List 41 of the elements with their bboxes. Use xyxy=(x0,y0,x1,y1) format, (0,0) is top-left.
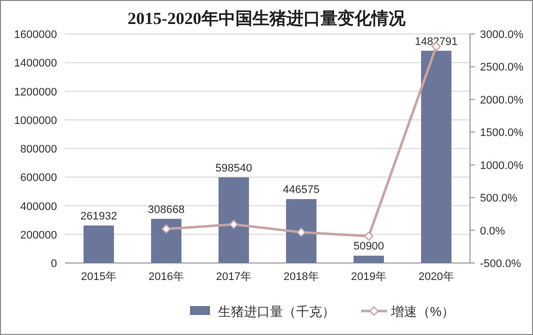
y2-tick-label: 2500.0% xyxy=(480,62,524,74)
y-tick-label: 1000000 xyxy=(14,114,57,127)
x-tick-label: 2016年 xyxy=(148,271,184,283)
x-tick-label: 2018年 xyxy=(284,271,319,283)
data-label: 50900 xyxy=(353,240,384,253)
bar xyxy=(84,226,114,263)
x-tick-label: 2020年 xyxy=(418,271,454,283)
y2-tick-label: 0.0% xyxy=(480,225,506,238)
point xyxy=(162,224,171,234)
y-tick-label: 1200000 xyxy=(14,86,57,98)
data-label: 261932 xyxy=(80,210,118,223)
x-tick-label: 2019年 xyxy=(351,271,386,283)
y-tick-label: 200000 xyxy=(20,229,57,242)
bar xyxy=(286,199,316,263)
y2-tick-label: -500.0% xyxy=(480,258,522,270)
y-tick-label: 1600000 xyxy=(14,29,57,41)
data-label: 598540 xyxy=(215,162,252,174)
y2-tick-label: 1000.0% xyxy=(480,160,524,172)
y-tick-label: 0 xyxy=(50,258,57,270)
y-tick-label: 600000 xyxy=(20,172,57,184)
y-tick-label: 800000 xyxy=(20,144,57,156)
y2-tick-label: 2000.0% xyxy=(480,94,524,106)
bar xyxy=(421,50,452,263)
legend-label: 生猪进口量（千克） xyxy=(218,304,335,319)
data-label: 308668 xyxy=(148,204,185,216)
x-tick-label: 2017年 xyxy=(216,271,252,283)
y-tick-label: 400000 xyxy=(20,200,57,213)
chart-title: 2015-2020年中国生猪进口量变化情况 xyxy=(128,9,406,28)
bar xyxy=(151,218,182,263)
bar xyxy=(354,256,384,263)
y2-tick-label: 3000.0% xyxy=(480,29,524,41)
y2-tick-label: 1500.0% xyxy=(480,127,524,140)
point xyxy=(229,220,238,229)
x-tick-label: 2015年 xyxy=(81,271,116,283)
point xyxy=(364,232,374,241)
data-label: 446575 xyxy=(282,184,320,196)
point xyxy=(296,228,306,237)
bar xyxy=(218,177,249,263)
legend-label: 增速（%） xyxy=(390,304,455,319)
y-tick-label: 1400000 xyxy=(14,58,57,70)
y2-tick-label: 500.0% xyxy=(480,192,518,205)
